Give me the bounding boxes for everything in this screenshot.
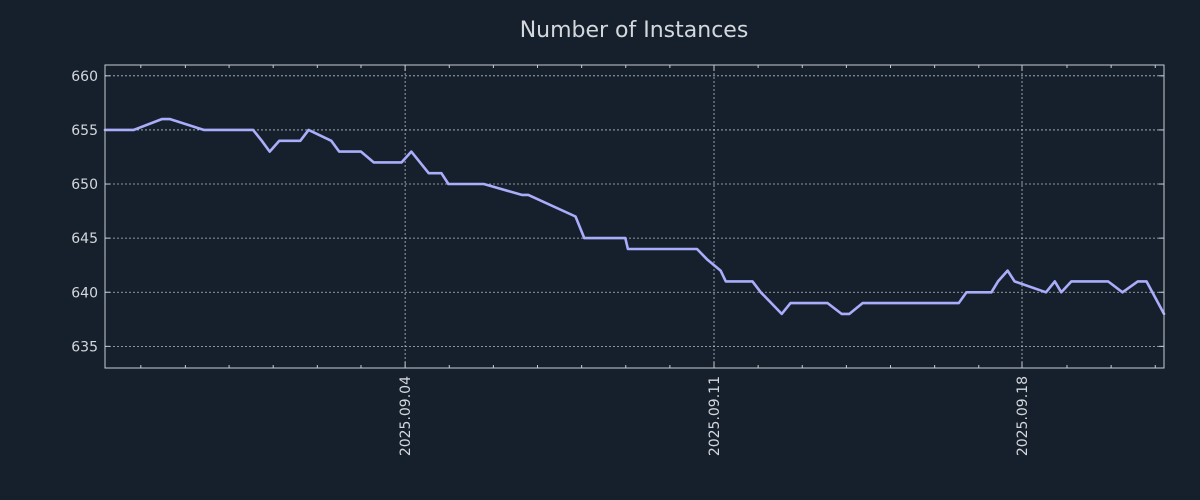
x-axis-tick-labels: 2025.09.04 2025.09.11 2025.09.18 xyxy=(398,376,1031,456)
y-tick-label: 645 xyxy=(71,231,98,247)
chart-title: Number of Instances xyxy=(520,18,749,43)
y-tick-label: 640 xyxy=(71,285,98,301)
y-axis-tick-labels: 635 640 645 650 655 660 xyxy=(71,69,98,356)
series-group xyxy=(103,117,1166,316)
y-tick-label: 650 xyxy=(71,177,98,193)
y-tick-label: 660 xyxy=(71,69,98,85)
x-tick-label: 2025.09.18 xyxy=(1015,376,1031,456)
x-tick-label: 2025.09.11 xyxy=(707,376,723,456)
x-tick-label: 2025.09.04 xyxy=(398,376,414,456)
y-tick-label: 635 xyxy=(71,339,98,355)
grid-lines xyxy=(105,65,1164,368)
plot-frame xyxy=(104,64,1165,369)
y-tick-label: 655 xyxy=(71,123,98,139)
axis-ticks xyxy=(105,65,1164,368)
series-line xyxy=(103,117,1166,316)
